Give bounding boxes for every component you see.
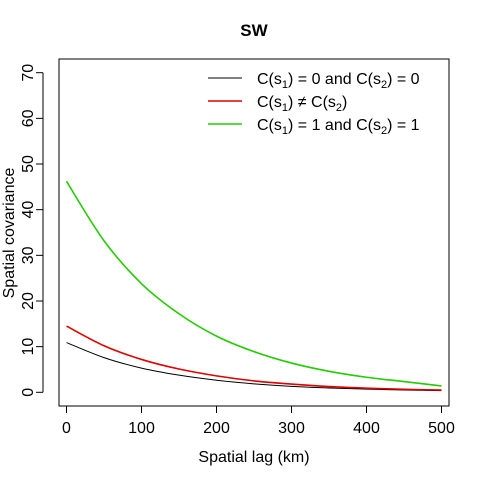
legend-subscript: 1 — [282, 79, 288, 91]
legend-subscript: 2 — [381, 79, 387, 91]
series-line-3 — [65, 180, 442, 387]
x-axis: 0 100 200 300 400 500 — [62, 405, 455, 437]
legend-text-part: ) ≠ C(s — [288, 94, 336, 111]
x-tick-label: 0 — [62, 420, 71, 437]
x-tick-label: 400 — [353, 420, 380, 437]
legend-text-part: ) = 0 — [387, 71, 420, 88]
x-tick-label: 500 — [428, 420, 455, 437]
x-axis-label: Spatial lag (km) — [198, 449, 309, 466]
y-tick-label: 40 — [20, 201, 37, 219]
y-axis-label: Spatial covariance — [1, 168, 18, 299]
y-axis: 0 10 20 30 40 50 60 70 — [20, 64, 44, 397]
y-tick-label: 10 — [20, 338, 37, 356]
x-tick-label: 200 — [203, 420, 230, 437]
legend-label-3: C(s1) = 1 and C(s2) = 1 — [257, 117, 420, 137]
series-line-1 — [66, 342, 442, 392]
chart-title: SW — [240, 21, 268, 40]
x-tick-label: 300 — [278, 420, 305, 437]
legend-subscript: 2 — [381, 125, 387, 137]
legend-text-part: ) — [342, 94, 347, 111]
legend-subscript: 1 — [282, 125, 288, 137]
legend-text-part: C(s — [257, 117, 282, 134]
series-layer — [65, 180, 442, 392]
legend: C(s1) = 0 and C(s2) = 0C(s1) ≠ C(s2)C(s1… — [208, 71, 420, 137]
legend-text-part: C(s — [257, 71, 282, 88]
y-tick-label: 60 — [20, 109, 37, 127]
plot-frame — [58, 58, 450, 407]
y-tick-label: 20 — [20, 292, 37, 310]
legend-text-part: ) = 1 and C(s — [288, 117, 381, 134]
legend-subscript: 2 — [336, 102, 342, 114]
legend-text-part: ) = 1 — [387, 117, 420, 134]
y-tick-label: 0 — [20, 388, 37, 397]
legend-subscript: 1 — [282, 102, 288, 114]
legend-label-1: C(s1) = 0 and C(s2) = 0 — [257, 71, 420, 91]
legend-label-2: C(s1) ≠ C(s2) — [257, 94, 347, 114]
y-tick-label: 70 — [20, 64, 37, 82]
series-line-2 — [66, 325, 442, 391]
x-tick-label: 100 — [128, 420, 155, 437]
y-tick-label: 50 — [20, 155, 37, 173]
legend-text-part: C(s — [257, 94, 282, 111]
legend-text-part: ) = 0 and C(s — [288, 71, 381, 88]
y-tick-label: 30 — [20, 246, 37, 264]
